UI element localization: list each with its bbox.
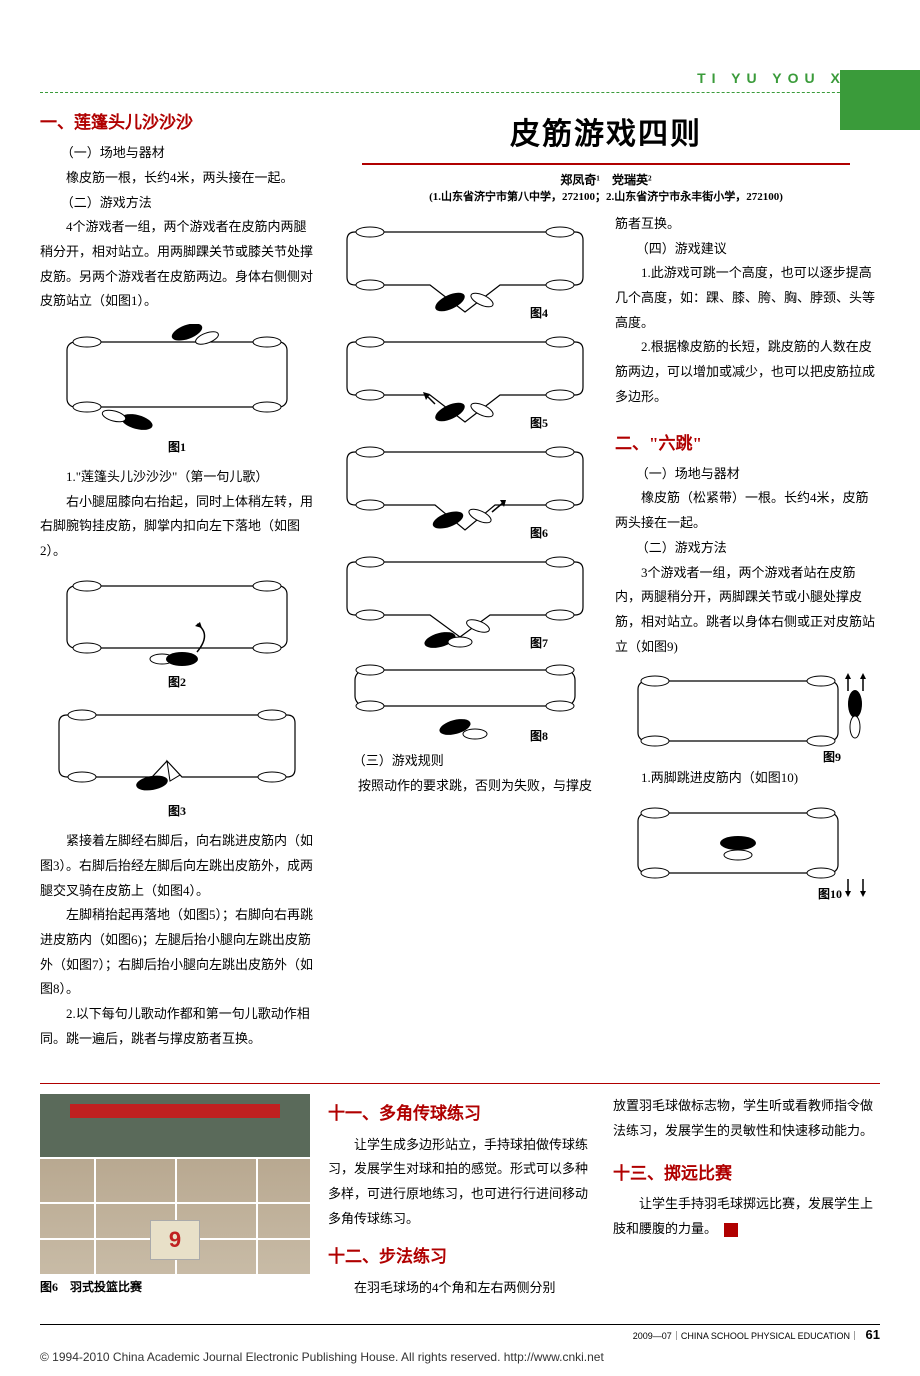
article-title-block: 皮筋游戏四则 郑凤奇¹ 党瑞英² (1.山东省济宁市第八中学，272100；2.…: [332, 109, 880, 204]
photo-caption: 图6 羽式投篮比赛: [40, 1278, 310, 1295]
authors: 郑凤奇¹ 党瑞英²: [332, 171, 880, 188]
para: 在羽毛球场的4个角和左右两侧分别: [328, 1276, 595, 1301]
subhead-3: （三）游戏规则: [332, 749, 597, 774]
page-number: 61: [866, 1327, 880, 1342]
para: 橡皮筋一根，长约4米，两头接在一起。: [40, 166, 314, 191]
photo-number: 9: [150, 1220, 200, 1260]
corner-accent: [840, 70, 920, 130]
diagram-fig2: [52, 574, 302, 669]
photo-block: 9 图6 羽式投篮比赛: [40, 1094, 310, 1300]
para: 按照动作的要求跳，否则为失败，与撑皮: [332, 774, 597, 799]
end-mark-icon: 学: [724, 1223, 738, 1237]
heading-13: 十三、掷远比赛: [613, 1158, 880, 1190]
section-pinyin: TI YU YOU XI: [697, 70, 856, 86]
diagram-fig5: 图5: [340, 332, 590, 432]
main-columns: 一、莲篷头儿沙沙沙 （一）场地与器材 橡皮筋一根，长约4米，两头接在一起。 （二…: [0, 93, 920, 1071]
subhead-1: （一）场地与器材: [40, 141, 314, 166]
fig-label-10: 图10: [818, 887, 842, 901]
subhead-6: （二）游戏方法: [615, 536, 880, 561]
diagram-fig7: 图7: [340, 552, 590, 652]
fig-label-3: 图3: [40, 800, 314, 823]
photo-fig6: 9: [40, 1094, 310, 1274]
para: 让学生手持羽毛球掷远比赛，发展学生上肢和腰腹的力量。 学: [613, 1192, 880, 1241]
bottom-col-2: 放置羽毛球做标志物，学生听或看教师指令做法练习，发展学生的灵敏性和快速移动能力。…: [613, 1094, 880, 1300]
column-mid: 图4 图5: [332, 212, 597, 903]
column-right: 筋者互换。 （四）游戏建议 1.此游戏可跳一个高度，也可以逐步提高几个高度，如：…: [615, 212, 880, 903]
page-footer: 2009—07｜CHINA SCHOOL PHYSICAL EDUCATION｜…: [40, 1324, 880, 1342]
affiliation: (1.山东省济宁市第八中学，272100；2.山东省济宁市永丰街小学，27210…: [332, 188, 880, 204]
diagram-fig9: 图9: [623, 669, 873, 764]
copyright-line: © 1994-2010 China Academic Journal Elect…: [0, 1342, 920, 1376]
para: 4个游戏者一组，两个游戏者在皮筋内两腿稍分开，相对站立。用两脚踝关节或膝关节处撑…: [40, 215, 314, 314]
para: 3个游戏者一组，两个游戏者站在皮筋内，两腿稍分开，两脚踝关节或小腿处撑皮筋，相对…: [615, 561, 880, 660]
column-left: 一、莲篷头儿沙沙沙 （一）场地与器材 橡皮筋一根，长约4米，两头接在一起。 （二…: [40, 103, 314, 1051]
subhead-2: （二）游戏方法: [40, 191, 314, 216]
para-continue: 筋者互换。: [615, 212, 880, 237]
fig-label-9: 图9: [823, 750, 841, 764]
heading-11: 十一、多角传球练习: [328, 1098, 595, 1130]
subhead-4: （四）游戏建议: [615, 237, 880, 262]
heading-12: 十二、步法练习: [328, 1241, 595, 1273]
heading-2: 二、"六跳": [615, 428, 880, 460]
para: 紧接着左脚经右脚后，向右跳进皮筋内（如图3）。右脚后抬经左脚后向左跳出皮筋外，成…: [40, 829, 314, 903]
para: 橡皮筋（松紧带）一根。长约4米，皮筋两头接在一起。: [615, 486, 880, 535]
section-header: TI YU YOU XI <<<: [0, 70, 920, 88]
para: 让学生成多边形站立，手持球拍做传球练习，发展学生对球和拍的感觉。形式可以多种多样…: [328, 1133, 595, 1232]
diagram-fig10: 图10: [623, 801, 873, 901]
para: 2.根据橡皮筋的长短，跳皮筋的人数在皮筋两边，可以增加或减少，也可以把皮筋拉成多…: [615, 335, 880, 409]
fig-label-1: 图1: [40, 436, 314, 459]
diagram-fig4: 图4: [340, 222, 590, 322]
fig-label-4: 图4: [530, 306, 548, 320]
para-continue: 放置羽毛球做标志物，学生听或看教师指令做法练习，发展学生的灵敏性和快速移动能力。: [613, 1094, 880, 1143]
bottom-section: 9 图6 羽式投篮比赛 十一、多角传球练习 让学生成多边形站立，手持球拍做传球练…: [0, 1084, 920, 1320]
diagram-fig3: [52, 703, 302, 798]
para: 右小腿屈膝向右抬起，同时上体稍左转，用右脚腕钩挂皮筋，脚掌内扣向左下落地（如图2…: [40, 490, 314, 564]
diagram-fig8: 图8: [340, 662, 590, 747]
para: 1.两脚跳进皮筋内（如图10): [615, 766, 880, 791]
diagram-fig1: [52, 324, 302, 434]
fig-label-7: 图7: [530, 636, 548, 650]
diagram-fig6: 图6: [340, 442, 590, 542]
fig-label-6: 图6: [530, 526, 548, 540]
title-rule: [362, 163, 850, 165]
fig-label-8: 图8: [530, 729, 548, 743]
subhead-5: （一）场地与器材: [615, 462, 880, 487]
para: 1.此游戏可跳一个高度，也可以逐步提高几个高度，如：踝、膝、胯、胸、脖颈、头等高…: [615, 261, 880, 335]
fig-label-5: 图5: [530, 416, 548, 430]
fig-label-2: 图2: [40, 671, 314, 694]
para-text: 让学生手持羽毛球掷远比赛，发展学生上肢和腰腹的力量。: [613, 1196, 873, 1236]
para: 左脚稍抬起再落地（如图5）；右脚向右再跳进皮筋内（如图6)；左腿后抬小腿向左跳出…: [40, 903, 314, 1002]
article-title: 皮筋游戏四则: [332, 109, 880, 153]
footer-text: 2009—07｜CHINA SCHOOL PHYSICAL EDUCATION｜: [633, 1331, 859, 1341]
para: 2.以下每句儿歌动作都和第一句儿歌动作相同。跳一遍后，跳者与撑皮筋者互换。: [40, 1002, 314, 1051]
bottom-col-1: 十一、多角传球练习 让学生成多边形站立，手持球拍做传球练习，发展学生对球和拍的感…: [328, 1094, 595, 1300]
para: 1."莲篷头儿沙沙沙"（第一句儿歌）: [40, 465, 314, 490]
heading-1: 一、莲篷头儿沙沙沙: [40, 107, 314, 139]
bottom-columns: 十一、多角传球练习 让学生成多边形站立，手持球拍做传球练习，发展学生对球和拍的感…: [328, 1094, 880, 1300]
